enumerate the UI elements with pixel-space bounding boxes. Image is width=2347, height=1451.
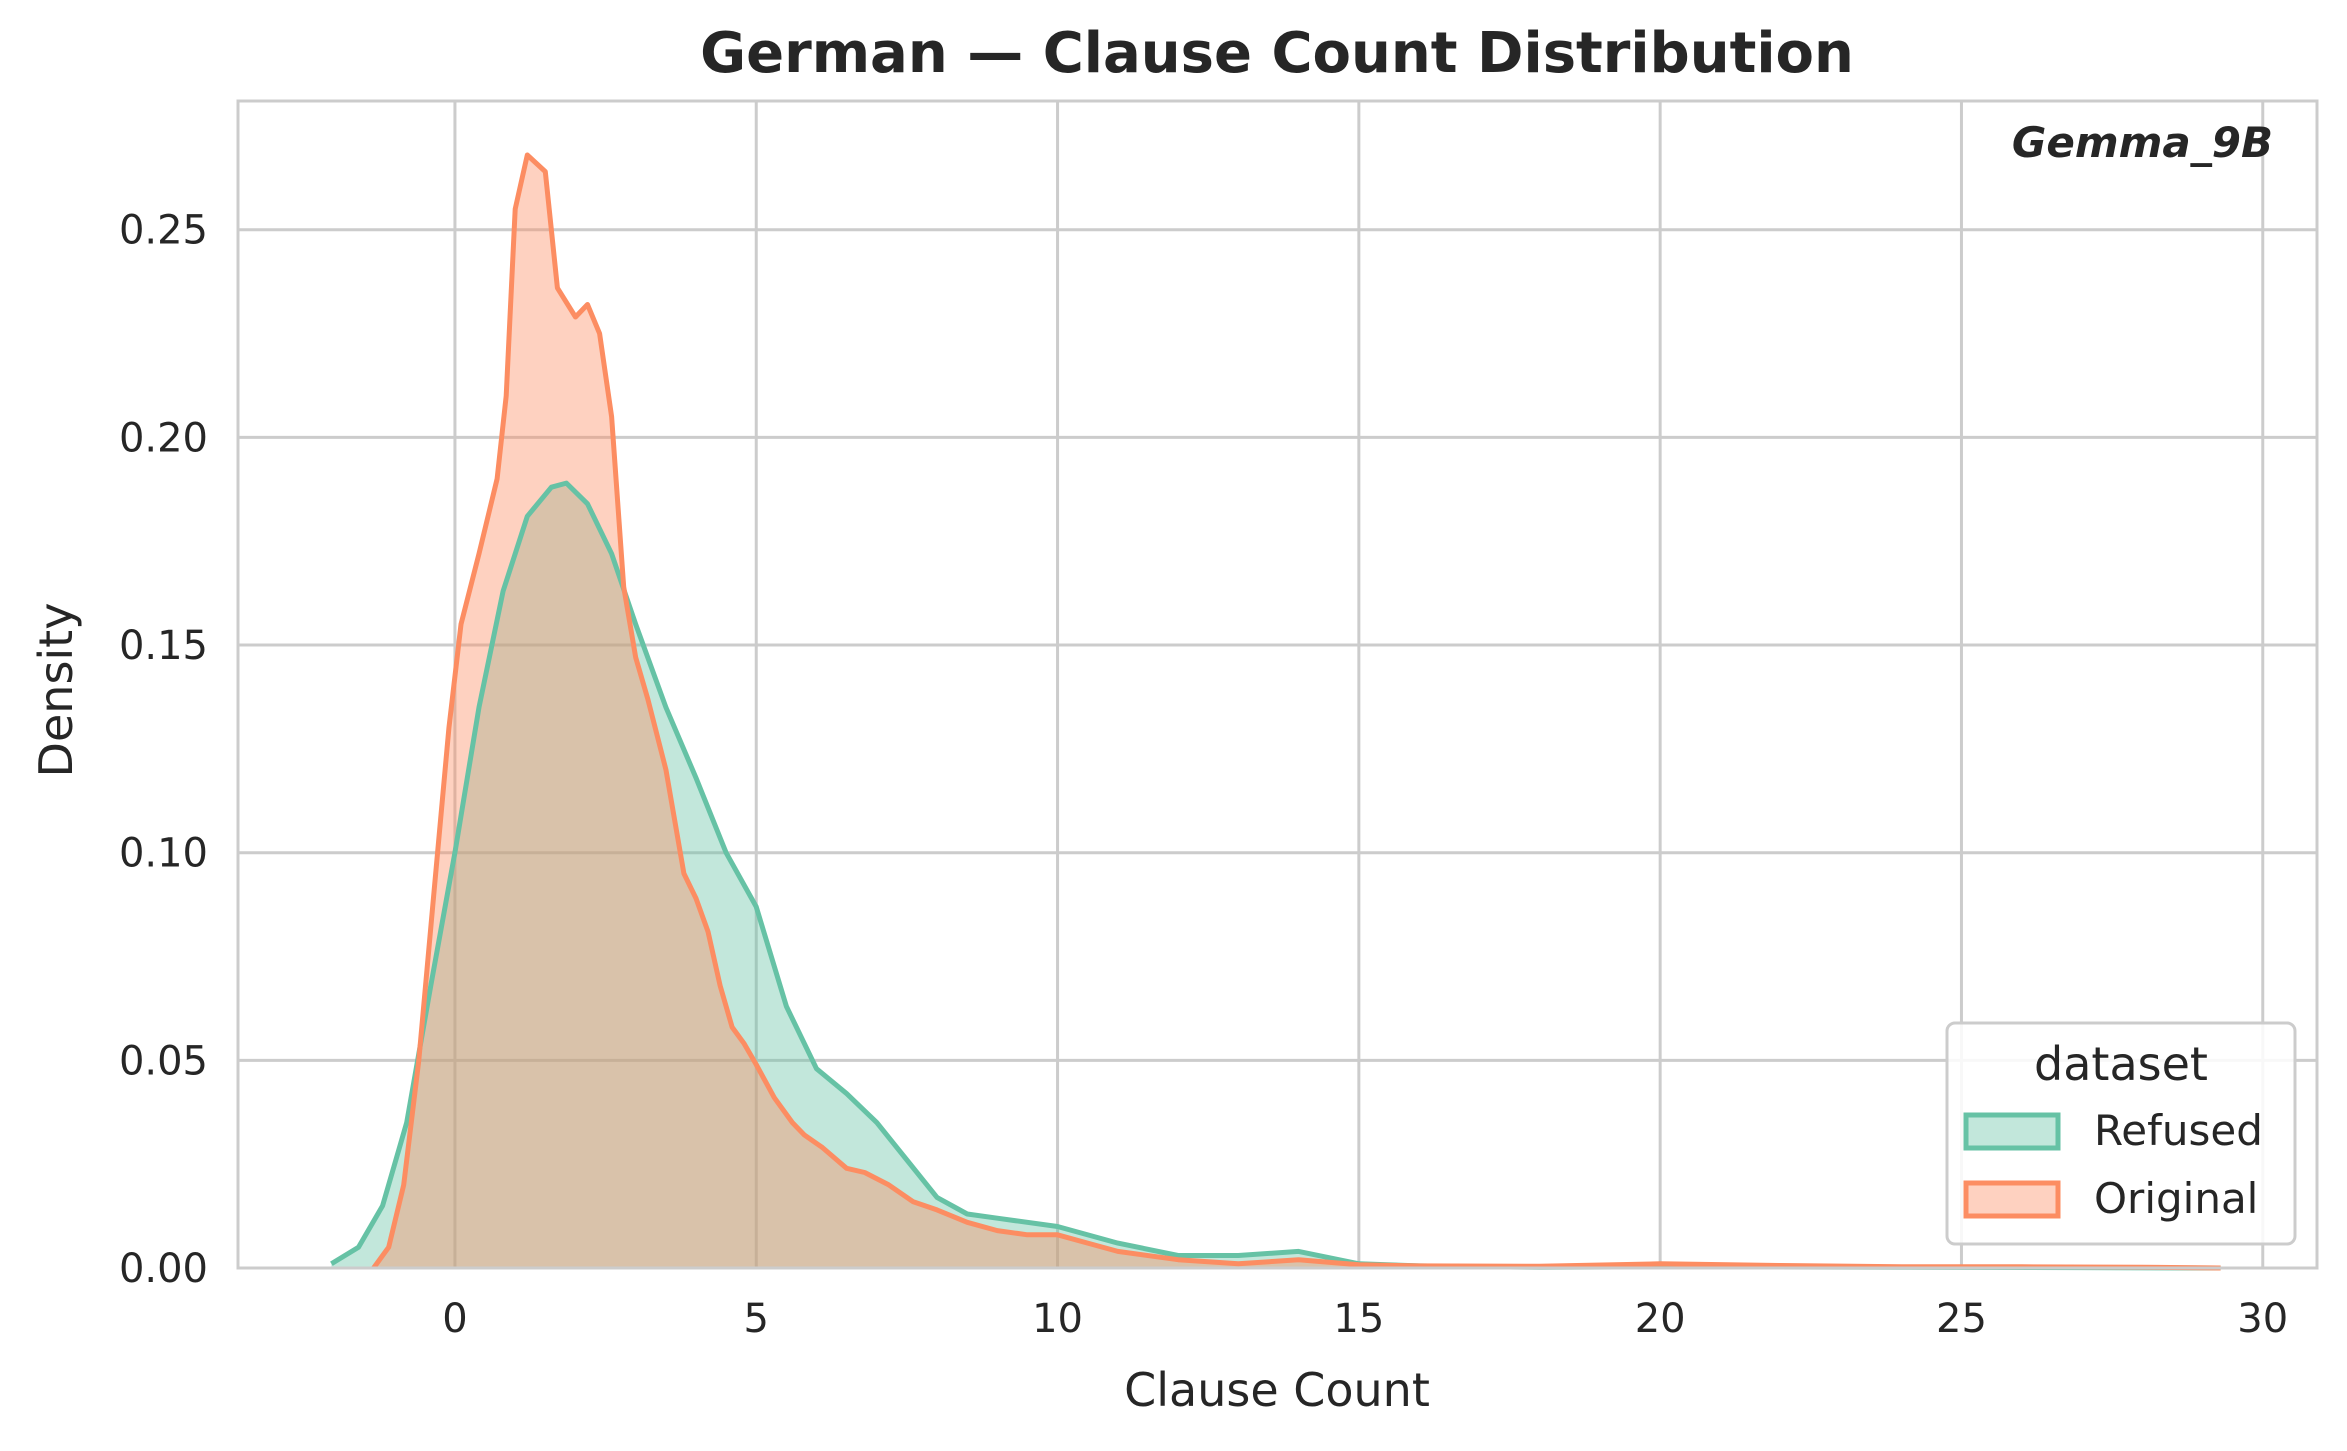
x-tick-label: 25 [1936,1296,1987,1342]
y-tick-label: 0.25 [119,208,208,254]
series-area-original [373,155,2221,1268]
x-tick-label: 5 [744,1296,769,1342]
legend-label-original: Original [2094,1174,2258,1223]
x-tick-label: 10 [1032,1296,1083,1342]
legend-box [1945,1021,2297,1246]
chart-title: German — Clause Count Distribution [700,21,1854,86]
plot-frame [236,99,2319,1270]
legend-label-refused: Refused [2094,1106,2263,1155]
x-tick-label: 0 [442,1296,467,1342]
x-tick-label: 20 [1635,1296,1686,1342]
series-area-refused [331,483,2221,1269]
y-tick-label: 0.20 [119,415,208,461]
legend-title: dataset [2034,1037,2208,1091]
y-tick-label: 0.10 [119,831,208,877]
model-annotation: Gemma_9B [2012,118,2273,167]
legend-swatch-original [1963,1180,2061,1219]
x-tick-label: 15 [1333,1296,1384,1342]
y-tick-label: 0.15 [119,623,208,669]
x-axis-label: Clause Count [1124,1363,1430,1417]
y-tick-label: 0.00 [119,1246,208,1292]
series-line-original [371,152,2221,1271]
legend-swatch-refused [1963,1112,2061,1151]
y-axis-label: Density [29,603,83,778]
y-tick-label: 0.05 [119,1038,208,1084]
x-tick-label: 30 [2237,1296,2288,1342]
